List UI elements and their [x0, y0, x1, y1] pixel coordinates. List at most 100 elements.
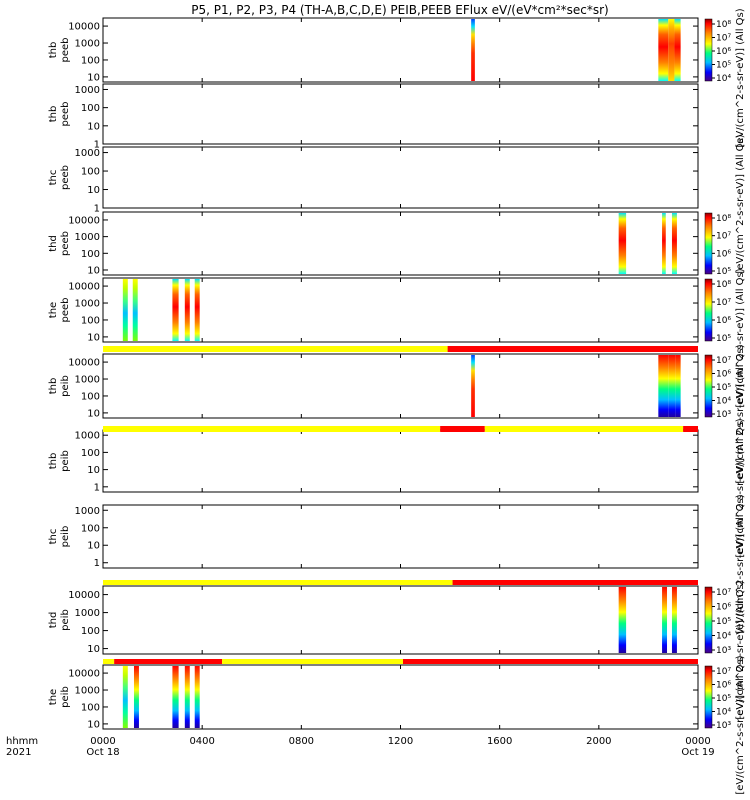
- y-tick-label: 100: [81, 448, 100, 459]
- mode-bar-segment: [440, 426, 485, 432]
- y-tick-label: 10: [87, 121, 100, 132]
- y-tick-label: 100: [81, 249, 100, 260]
- y-axis-label: peib: [60, 450, 71, 472]
- y-axis-label: peeb: [60, 38, 71, 63]
- y-axis-label: peib: [60, 526, 71, 548]
- spectrogram-block: [122, 279, 128, 341]
- colorbar-tick-label: 10⁵: [716, 334, 731, 344]
- y-axis-label: thd: [48, 235, 59, 252]
- mode-bar-segment: [103, 346, 448, 352]
- spectrogram-block: [471, 355, 475, 417]
- x-tick-label: 0400: [189, 736, 214, 747]
- colorbar-tick-label: 10⁷: [716, 588, 731, 598]
- y-tick-label: 1000: [75, 232, 100, 243]
- y-axis-label: the: [48, 302, 59, 318]
- spectrogram-block: [658, 19, 669, 81]
- x-tick-label: 1600: [487, 736, 512, 747]
- colorbar-tick-label: 10⁶: [716, 370, 731, 380]
- colorbar-tick-label: 10⁷: [716, 298, 731, 308]
- mode-bar-segment: [452, 580, 698, 585]
- panel-frame: [102, 211, 699, 276]
- spectrogram-block: [668, 19, 675, 81]
- y-tick-label: 10000: [68, 358, 100, 369]
- colorbar-tick-label: 10⁶: [716, 249, 731, 259]
- y-tick-label: 1000: [75, 299, 100, 310]
- colorbar-tick-label: 10⁸: [716, 214, 731, 224]
- colorbar-tick-label: 10⁵: [716, 383, 731, 393]
- y-tick-label: 100: [81, 523, 100, 534]
- spectrogram-block: [184, 666, 190, 728]
- y-tick-label: 100: [81, 315, 100, 326]
- colorbar: [704, 586, 713, 654]
- colorbar-label: [eV/(cm^2-s-sr-eV)] (All Qs): [735, 580, 746, 719]
- colorbar-tick-label: 10⁷: [716, 356, 731, 366]
- chart-title: P5, P1, P2, P3, P4 (TH-A,B,C,D,E) PEIB,P…: [191, 3, 608, 17]
- y-tick-label: 10000: [68, 590, 100, 601]
- colorbar-tick-label: 10⁸: [716, 20, 731, 30]
- y-tick-label: 1000: [75, 85, 100, 96]
- colorbar-tick-label: 10⁷: [716, 34, 731, 44]
- y-tick-label: 10000: [68, 282, 100, 293]
- colorbar: [704, 278, 713, 342]
- y-axis-label: the: [48, 689, 59, 705]
- y-axis-label: peib: [60, 375, 71, 397]
- y-axis-label: peeb: [60, 231, 71, 256]
- mode-bar-segment: [402, 659, 698, 664]
- y-tick-label: 10: [87, 265, 100, 276]
- mode-bar-segment: [683, 426, 698, 432]
- colorbar-tick-label: 10⁷: [716, 232, 731, 242]
- colorbar-tick-label: 10⁶: [716, 316, 731, 326]
- mode-bar-segment: [222, 659, 403, 664]
- y-tick-label: 10: [87, 644, 100, 655]
- colorbar: [704, 212, 713, 275]
- x-axis-row-label: 2021: [6, 747, 31, 758]
- colorbar: [704, 354, 713, 418]
- y-tick-label: 1000: [75, 375, 100, 386]
- colorbar-tick-label: 10⁶: [716, 47, 731, 57]
- y-axis-label: peeb: [60, 298, 71, 323]
- colorbar-tick-label: 10⁶: [716, 603, 731, 613]
- spectrogram-block: [132, 279, 138, 341]
- panel-frame: [102, 83, 699, 145]
- y-tick-label: 100: [81, 702, 100, 713]
- colorbar: [704, 665, 713, 729]
- colorbar-tick-label: 10³: [716, 646, 731, 656]
- panel-frame: [102, 146, 699, 209]
- spectrogram-block: [662, 213, 666, 274]
- y-axis-label: thb: [48, 42, 59, 59]
- y-tick-label: 10: [87, 465, 100, 476]
- panel-frame: [102, 353, 699, 419]
- y-tick-label: 10: [87, 719, 100, 730]
- y-tick-label: 1000: [75, 431, 100, 442]
- y-tick-label: 100: [81, 626, 100, 637]
- spectrogram-block: [618, 587, 627, 653]
- panel-frame: [102, 277, 699, 343]
- panel-the-peeb: 10 100 1000 10000 the peeb 10⁵ 10⁶ 10⁷ 10⁸ [eV/(cm…: [48, 268, 746, 407]
- colorbar-tick-label: 10⁵: [716, 267, 731, 277]
- panel-the-peib: 10 100 1000 10000 the peib 10³ 10⁴ 10⁵ 10⁶ 10⁷ [eV/…: [48, 655, 746, 794]
- colorbar-tick-label: 10⁶: [716, 681, 731, 691]
- colorbar-label: [eV/(cm^2-s-sr-eV)] (All Qs): [735, 344, 746, 483]
- colorbar-label: [eV/(cm^2-s-sr-eV)] (All Qs): [735, 8, 746, 147]
- y-tick-label: 100: [81, 55, 100, 66]
- panel-frame: [102, 585, 699, 655]
- y-tick-label: 10: [87, 332, 100, 343]
- colorbar-tick-label: 10⁴: [716, 74, 731, 84]
- y-axis-label: peeb: [60, 102, 71, 127]
- mode-bar-segment: [103, 580, 453, 585]
- x-tick-label: 0800: [289, 736, 314, 747]
- spectrogram-block: [662, 587, 668, 653]
- y-axis-label: thb: [48, 453, 59, 470]
- y-tick-label: 10: [87, 541, 100, 552]
- mode-bar-segment: [103, 426, 441, 432]
- x-axis-row-label: hhmm: [6, 736, 38, 747]
- y-tick-label: 1: [94, 140, 100, 151]
- y-tick-label: 10: [87, 185, 100, 196]
